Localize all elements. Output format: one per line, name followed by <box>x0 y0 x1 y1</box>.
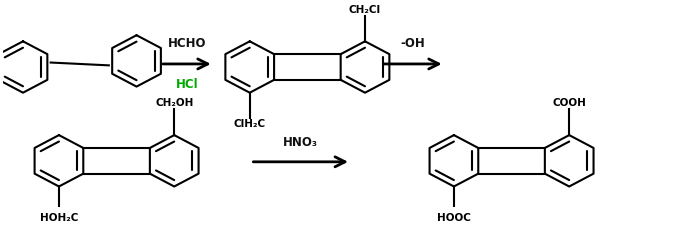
Text: COOH: COOH <box>552 98 586 108</box>
Text: HNO₃: HNO₃ <box>284 136 318 149</box>
Text: HOOC: HOOC <box>437 213 471 223</box>
Text: ClH₂C: ClH₂C <box>234 119 266 129</box>
Text: CH₂OH: CH₂OH <box>155 98 194 108</box>
Text: HCl: HCl <box>176 78 198 91</box>
Text: CH₂Cl: CH₂Cl <box>349 4 381 15</box>
Text: HCHO: HCHO <box>167 37 206 50</box>
Text: HOH₂C: HOH₂C <box>40 213 78 223</box>
Text: -OH: -OH <box>400 37 425 50</box>
